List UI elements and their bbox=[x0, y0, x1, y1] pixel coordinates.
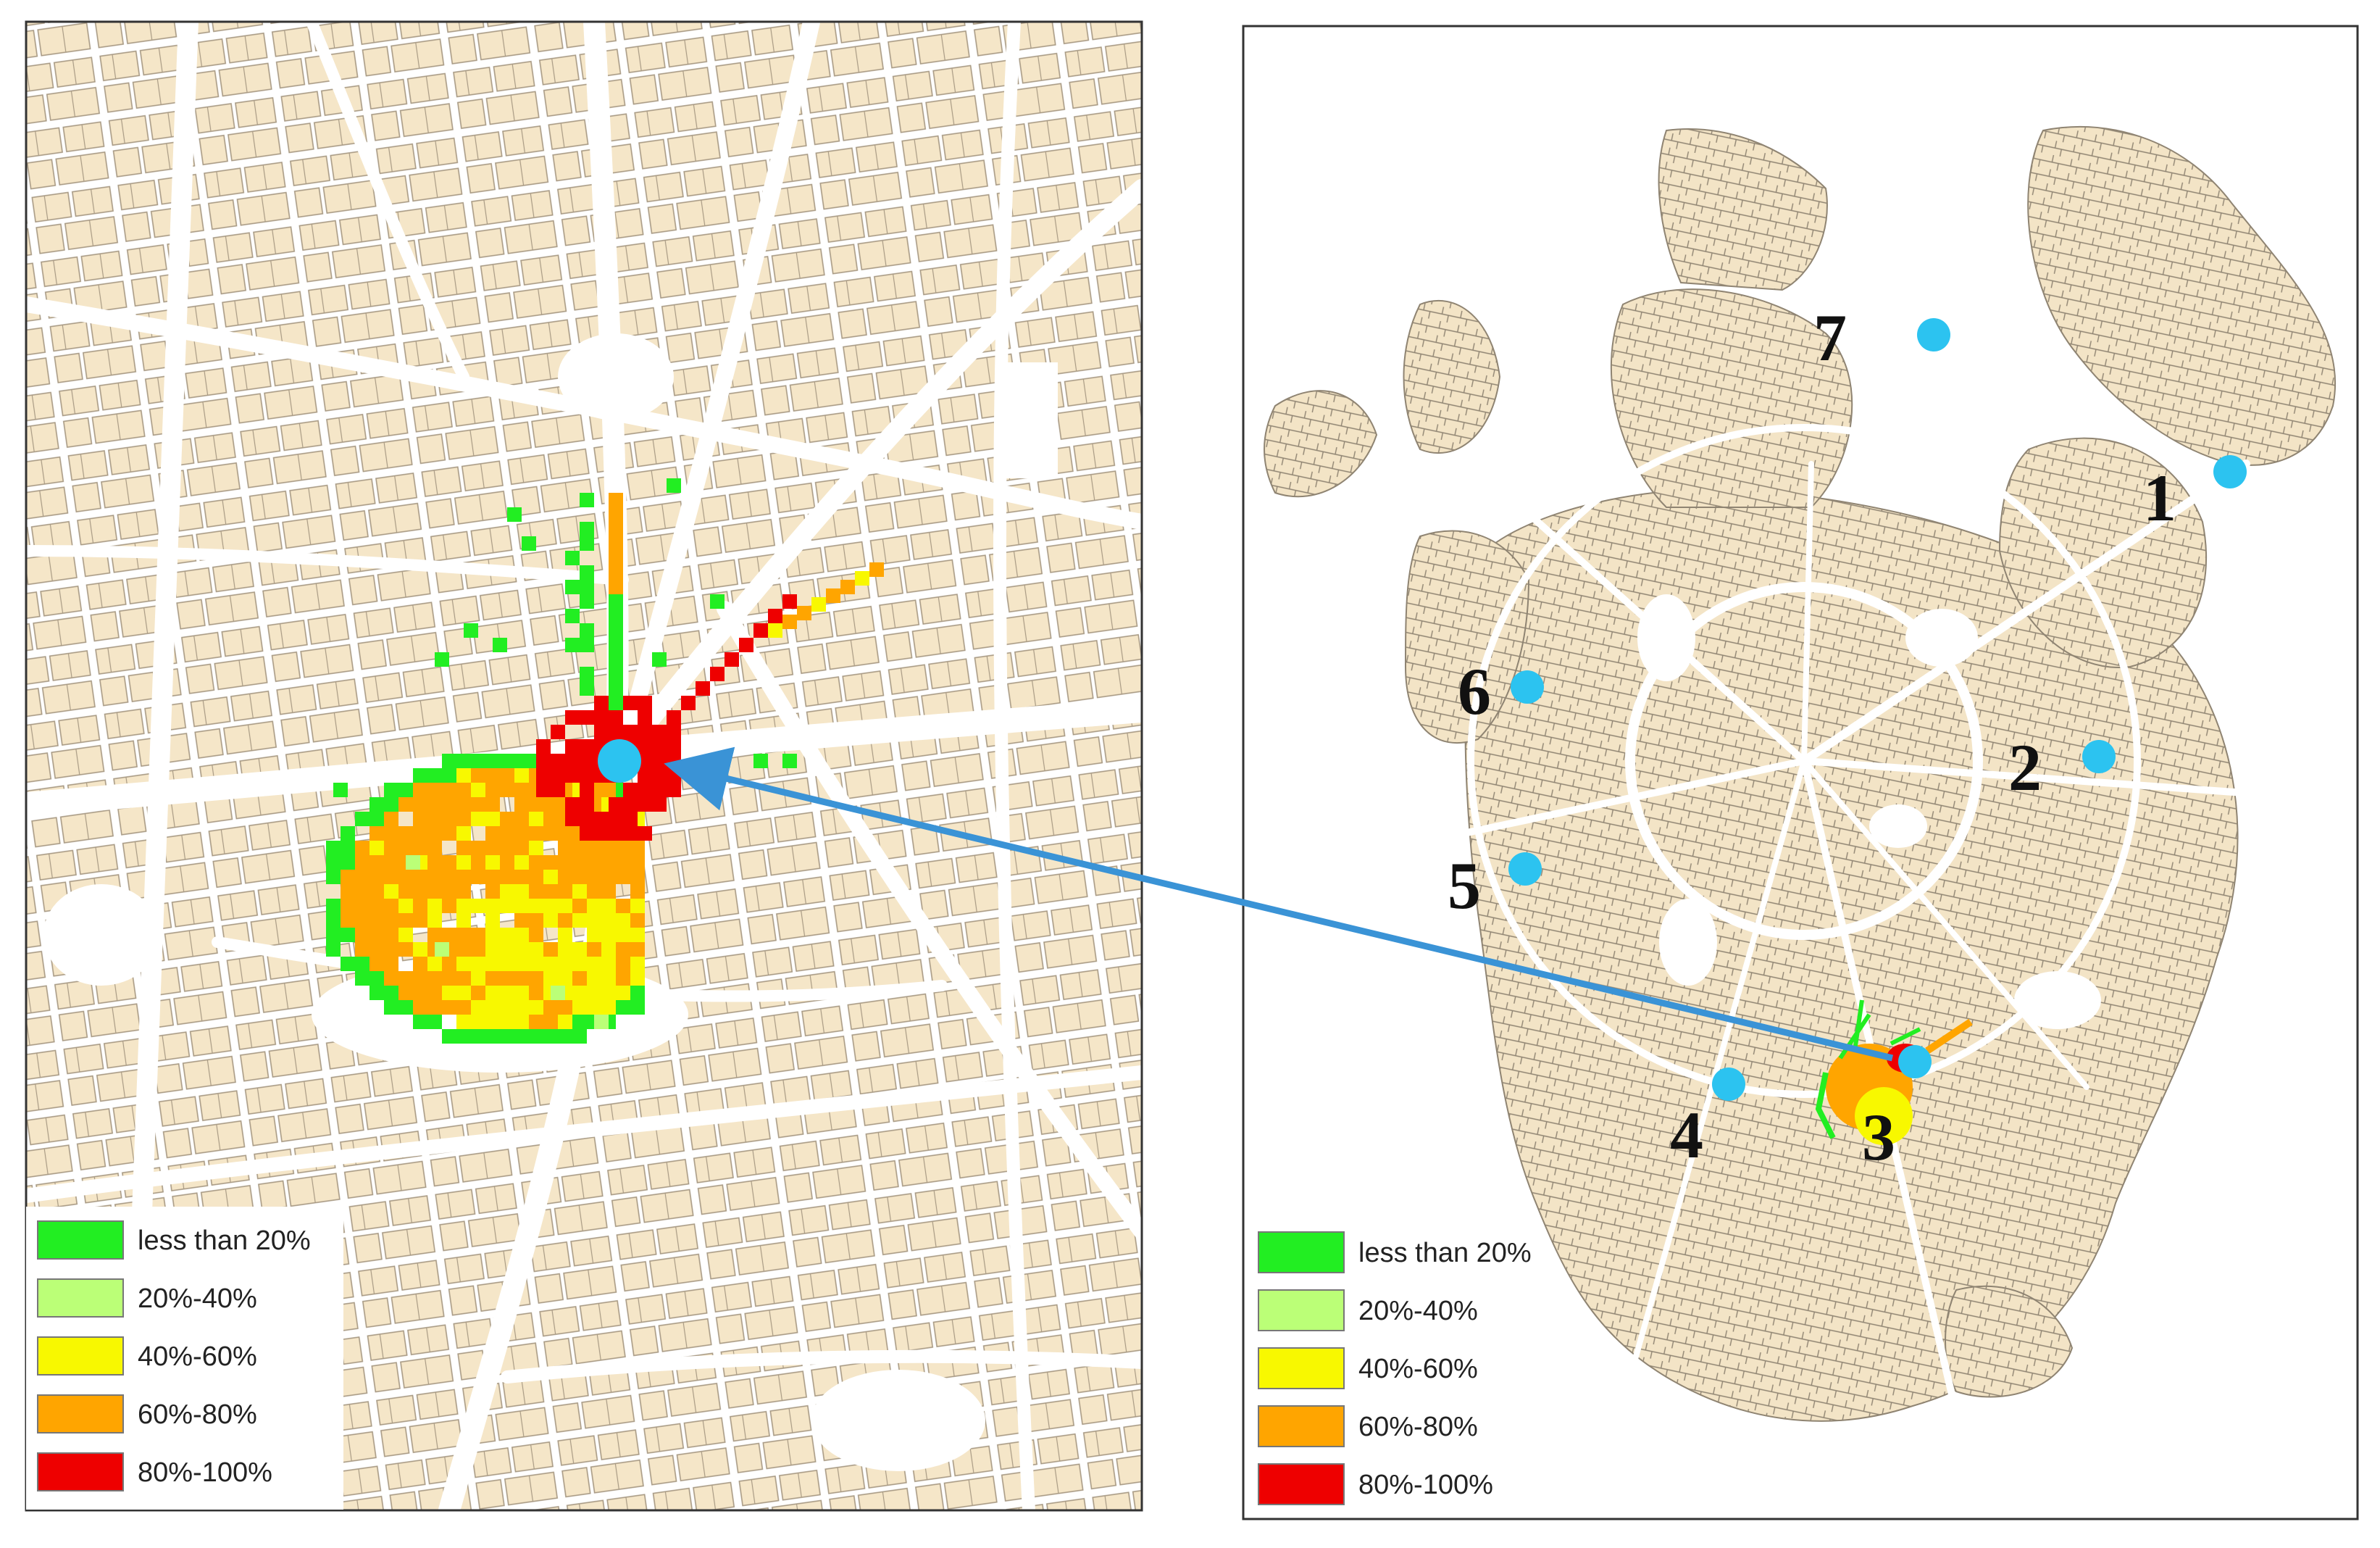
left-legend-swatch-5 bbox=[37, 1452, 124, 1491]
site-marker-7 bbox=[1917, 318, 1950, 351]
right-legend-item-5: 80%-100% bbox=[1258, 1463, 1493, 1505]
left-legend-label-5: 80%-100% bbox=[138, 1457, 272, 1488]
right-legend-item-3: 40%-60% bbox=[1258, 1347, 1478, 1389]
site-marker-5 bbox=[1508, 852, 1542, 886]
site-marker-1 bbox=[2213, 455, 2247, 488]
left-site-marker bbox=[598, 739, 641, 783]
right-legend-label-3: 40%-60% bbox=[1358, 1354, 1478, 1384]
right-legend-swatch-2 bbox=[1258, 1289, 1345, 1331]
left-legend-label-3: 40%-60% bbox=[138, 1341, 257, 1372]
left-legend: less than 20% 20%-40% 40%-60% 60%-80% 80… bbox=[26, 1207, 343, 1510]
right-legend-swatch-1 bbox=[1258, 1231, 1345, 1273]
right-map-city-fabric bbox=[1264, 125, 2337, 1422]
right-legend-swatch-3 bbox=[1258, 1347, 1345, 1389]
site-marker-4 bbox=[1712, 1068, 1745, 1101]
left-legend-label-2: 20%-40% bbox=[138, 1283, 257, 1314]
zoom-arrow bbox=[664, 746, 1894, 1062]
right-legend-item-2: 20%-40% bbox=[1258, 1289, 1478, 1331]
right-legend-label-4: 60%-80% bbox=[1358, 1412, 1478, 1442]
right-map-panel bbox=[1243, 26, 2358, 1519]
right-map-frame bbox=[1242, 25, 2359, 1520]
site-label-3: 3 bbox=[1862, 1100, 1895, 1174]
left-legend-swatch-2 bbox=[37, 1278, 124, 1318]
left-map-frame bbox=[25, 20, 1143, 1512]
right-legend-label-1: less than 20% bbox=[1358, 1238, 1532, 1268]
left-legend-item-4: 60%-80% bbox=[37, 1394, 257, 1433]
left-heatmap bbox=[326, 478, 884, 1044]
site-marker-6 bbox=[1511, 670, 1544, 704]
right-legend-swatch-5 bbox=[1258, 1463, 1345, 1505]
left-legend-label-1: less than 20% bbox=[138, 1226, 311, 1256]
left-legend-swatch-4 bbox=[37, 1394, 124, 1433]
right-legend-label-2: 20%-40% bbox=[1358, 1296, 1478, 1326]
right-legend-item-1: less than 20% bbox=[1258, 1231, 1532, 1273]
site-markers bbox=[1508, 318, 2247, 1101]
site-marker-2 bbox=[2082, 740, 2116, 773]
left-legend-label-4: 60%-80% bbox=[138, 1399, 257, 1430]
site-label-7: 7 bbox=[1813, 301, 1847, 375]
left-legend-swatch-1 bbox=[37, 1220, 124, 1260]
right-map-roads bbox=[1460, 424, 2308, 1417]
site-label-1: 1 bbox=[2143, 461, 2176, 535]
left-legend-swatch-3 bbox=[37, 1336, 124, 1376]
site-marker-3 bbox=[1898, 1045, 1932, 1078]
right-legend-swatch-4 bbox=[1258, 1405, 1345, 1447]
site-label-4: 4 bbox=[1670, 1098, 1703, 1172]
right-map-heatmap bbox=[1815, 999, 1973, 1145]
site-label-6: 6 bbox=[1458, 654, 1491, 728]
right-legend-label-5: 80%-100% bbox=[1358, 1470, 1493, 1500]
site-label-5: 5 bbox=[1448, 849, 1481, 923]
right-legend: less than 20% 20%-40% 40%-60% 60%-80% 80… bbox=[1258, 1231, 1532, 1505]
right-map-open-spaces bbox=[1637, 594, 2101, 1029]
left-legend-item-1: less than 20% bbox=[37, 1220, 311, 1260]
site-label-2: 2 bbox=[2008, 731, 2042, 804]
site-labels: 1 2 3 4 5 6 7 bbox=[1448, 301, 2176, 1174]
left-legend-item-5: 80%-100% bbox=[37, 1452, 272, 1491]
left-legend-item-3: 40%-60% bbox=[37, 1336, 257, 1376]
right-legend-item-4: 60%-80% bbox=[1258, 1405, 1478, 1447]
left-legend-item-2: 20%-40% bbox=[37, 1278, 257, 1318]
